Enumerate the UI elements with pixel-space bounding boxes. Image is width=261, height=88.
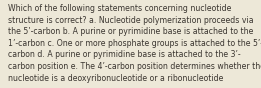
Text: carbon d. A purine or pyrimidine base is attached to the 3’-: carbon d. A purine or pyrimidine base is…	[8, 50, 240, 59]
Text: Which of the following statements concerning nucleotide: Which of the following statements concer…	[8, 4, 231, 13]
Text: the 5’-carbon b. A purine or pyrimidine base is attached to the: the 5’-carbon b. A purine or pyrimidine …	[8, 27, 253, 36]
Text: structure is correct? a. Nucleotide polymerization proceeds via: structure is correct? a. Nucleotide poly…	[8, 16, 253, 25]
Text: carbon position e. The 4’-carbon position determines whether the: carbon position e. The 4’-carbon positio…	[8, 62, 261, 71]
Text: 1’-carbon c. One or more phosphate groups is attached to the 5’-: 1’-carbon c. One or more phosphate group…	[8, 39, 261, 48]
Text: nucleotide is a deoxyribonucleotide or a ribonucleotide: nucleotide is a deoxyribonucleotide or a…	[8, 74, 223, 83]
